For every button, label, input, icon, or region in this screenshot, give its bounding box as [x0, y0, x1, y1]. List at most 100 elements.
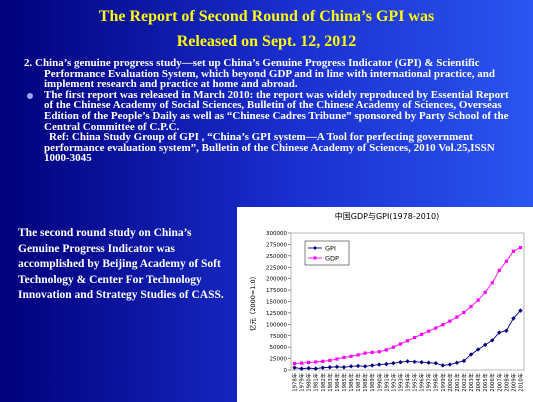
- point: [426, 360, 431, 365]
- point: [447, 362, 453, 367]
- point: [412, 359, 417, 364]
- x-tick-label: 1980年: [305, 372, 313, 391]
- point: [461, 358, 467, 364]
- x-tick-label: 1982年: [319, 372, 327, 391]
- point: [469, 304, 473, 309]
- point: [334, 364, 340, 370]
- point: [321, 359, 325, 363]
- point: [504, 259, 508, 263]
- point: [462, 310, 466, 315]
- x-tick-label: 1994年: [404, 372, 412, 391]
- x-tick-label: 2002年: [460, 372, 468, 391]
- legend-marker: [313, 256, 317, 260]
- point: [349, 354, 353, 358]
- x-tick-label: 2009年: [509, 372, 517, 391]
- list-item: Ref: China Study Group of GPI , “China’s…: [44, 131, 495, 165]
- x-tick-label: 1997年: [425, 372, 433, 391]
- point: [405, 359, 410, 364]
- x-tick-label: 1978年: [291, 372, 299, 391]
- point: [313, 366, 318, 371]
- point: [299, 361, 304, 365]
- x-tick-label: 1984年: [333, 372, 341, 391]
- x-tick-label: 2006年: [488, 372, 496, 391]
- y-tick-label: 125000: [266, 311, 287, 317]
- point: [398, 342, 403, 346]
- slide-title: Released on Sept. 12, 2012: [176, 33, 357, 50]
- x-tick-label: 1986年: [347, 372, 355, 391]
- point: [490, 338, 495, 343]
- point: [391, 360, 396, 366]
- x-tick-label: 1993年: [396, 372, 404, 391]
- x-tick-label: 2010年: [516, 372, 524, 391]
- y-tick-label: 75000: [270, 334, 288, 340]
- y-tick-label: 25000: [270, 357, 288, 363]
- chart-title: 中国GDP与GPI(1978-2010): [335, 211, 439, 221]
- point: [448, 319, 452, 323]
- x-tick-label: 1992年: [389, 372, 397, 391]
- x-tick-label: 1990年: [375, 372, 383, 391]
- point: [369, 363, 375, 368]
- y-tick-label: 200000: [266, 277, 287, 283]
- point: [419, 360, 424, 365]
- x-tick-label: 1998年: [432, 372, 440, 391]
- point: [511, 249, 516, 253]
- point: [511, 316, 516, 321]
- point: [307, 360, 311, 365]
- x-tick-label: 1983年: [326, 372, 334, 391]
- point: [306, 365, 311, 371]
- point: [348, 364, 354, 369]
- point: [483, 290, 487, 294]
- x-tick-label: 1995年: [411, 372, 419, 391]
- y-tick-label: 50000: [270, 345, 288, 351]
- y-tick-label: 250000: [266, 254, 287, 260]
- x-tick-label: 2001年: [453, 372, 461, 391]
- point: [292, 362, 297, 366]
- point: [405, 339, 410, 343]
- point: [384, 361, 389, 367]
- y-tick-label: 0: [284, 368, 288, 374]
- point: [441, 323, 445, 327]
- x-tick-label: 1985年: [340, 372, 348, 391]
- point: [468, 352, 474, 357]
- point: [391, 345, 395, 349]
- slide-title: The Report of Second Round of China’s GP…: [98, 8, 435, 25]
- point: [398, 360, 403, 365]
- point: [476, 298, 480, 302]
- x-tick-label: 2007年: [495, 372, 503, 391]
- x-tick-label: 2000年: [446, 372, 454, 391]
- point: [370, 350, 374, 355]
- x-tick-label: 2005年: [481, 372, 489, 391]
- point: [433, 360, 438, 366]
- point: [377, 362, 382, 367]
- point: [335, 357, 339, 361]
- point: [454, 360, 460, 365]
- point: [504, 328, 509, 333]
- x-tick-label: 1991年: [382, 372, 390, 391]
- x-tick-label: 1999年: [439, 372, 447, 391]
- point: [490, 281, 494, 285]
- point: [427, 329, 431, 333]
- y-tick-label: 275000: [266, 242, 287, 248]
- list-item: 2. China’s genuine progress study—set up…: [24, 57, 496, 91]
- y-axis-label: 亿元（2000=1.0）: [248, 273, 257, 331]
- x-tick-label: 2003年: [467, 372, 475, 391]
- point: [377, 350, 381, 354]
- item-list: 2. China’s genuine progress study—set up…: [24, 58, 518, 164]
- y-tick-label: 175000: [266, 288, 287, 294]
- y-tick-label: 300000: [266, 231, 287, 237]
- point: [363, 351, 367, 355]
- x-tick-label: 1979年: [298, 372, 306, 391]
- point: [328, 358, 332, 363]
- point: [320, 365, 325, 370]
- y-tick-label: 100000: [266, 322, 287, 328]
- legend-marker: [313, 246, 317, 250]
- point: [299, 366, 304, 371]
- point: [355, 363, 361, 369]
- point: [420, 332, 424, 336]
- x-tick-label: 1981年: [312, 372, 320, 391]
- x-tick-label: 1987年: [354, 372, 362, 391]
- point: [341, 365, 347, 370]
- x-tick-label: 1996年: [418, 372, 426, 391]
- legend-label: GDP: [325, 255, 339, 263]
